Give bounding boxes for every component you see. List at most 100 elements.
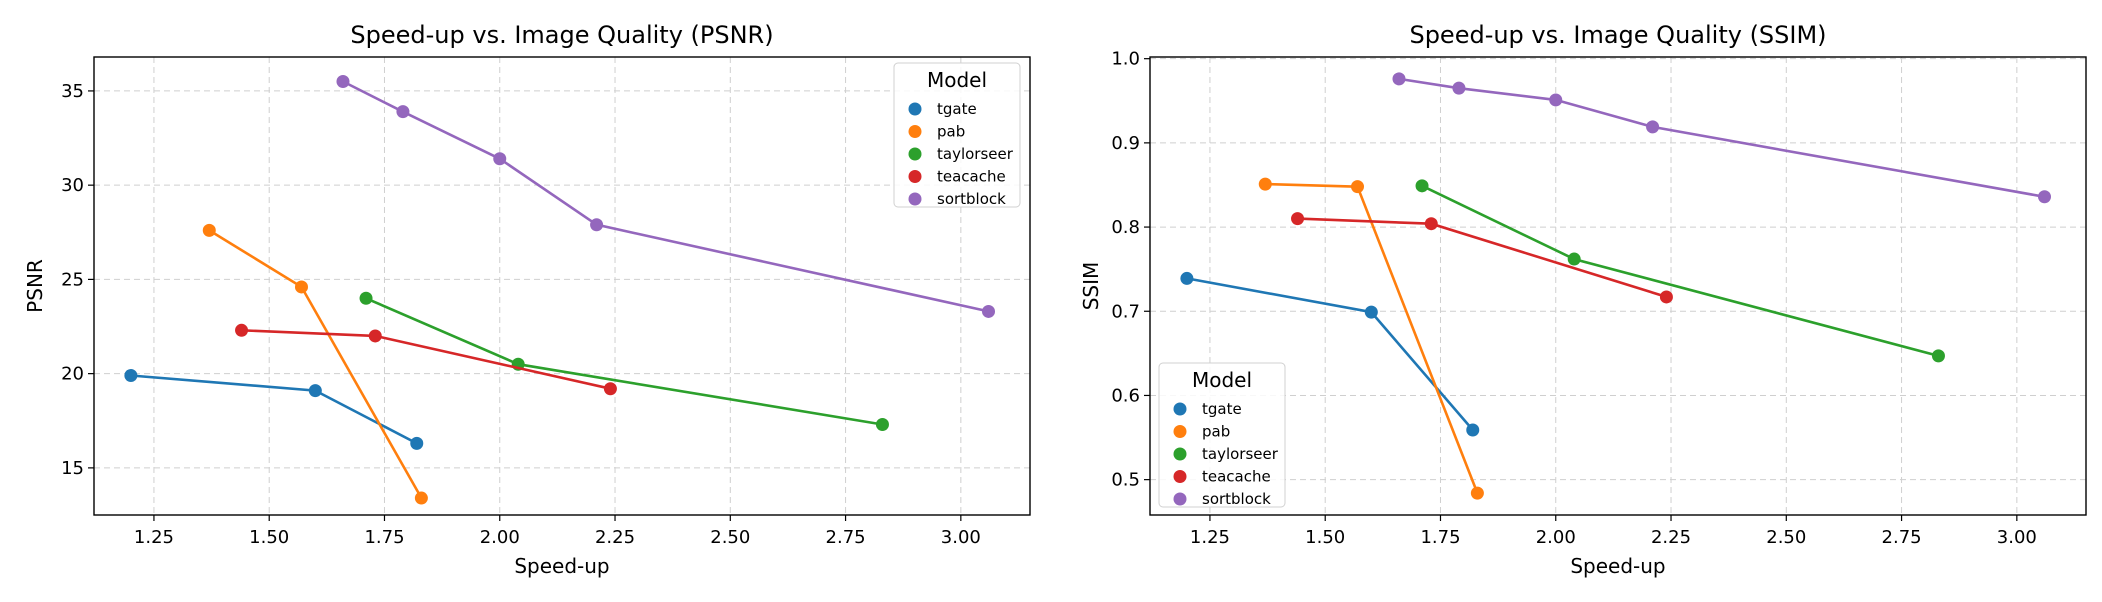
legend-label-taylorseer: taylorseer — [937, 145, 1014, 163]
legend-marker-sortblock — [908, 192, 922, 206]
legend-marker-taylorseer — [908, 147, 922, 161]
legend: Model tgate pab taylorseer teacache sortblock — [1158, 362, 1286, 508]
legend-item-pab: pab — [1173, 423, 1230, 441]
series-taylorseer — [359, 291, 889, 432]
data-point-taylorseer — [1415, 179, 1429, 193]
data-point-tgate — [1180, 271, 1194, 285]
data-point-sortblock — [1392, 72, 1406, 86]
legend-marker-tgate — [908, 102, 922, 116]
data-point-sortblock — [493, 152, 507, 166]
data-point-pab — [414, 491, 428, 505]
y-axis-label: PSNR — [23, 259, 47, 313]
legend-marker-teacache — [1173, 470, 1187, 483]
data-point-tgate — [124, 369, 138, 383]
y-tick-label: 35 — [61, 81, 84, 102]
series-sortblock — [336, 75, 996, 318]
series-line-sortblock — [1398, 77, 2045, 199]
x-tick-label: 2.50 — [710, 527, 750, 548]
y-axis-label: SSIM — [1079, 262, 1103, 311]
plot-frame — [93, 56, 1031, 516]
legend-label-sortblock: sortblock — [1202, 490, 1271, 508]
x-tick-label: 2.00 — [480, 527, 520, 548]
x-tick-label: 2.75 — [826, 527, 866, 548]
x-tick-label: 1.25 — [1190, 527, 1230, 548]
legend-label-teacache: teacache — [937, 168, 1006, 186]
legend-label-pab: pab — [937, 123, 965, 141]
y-tick-label: 25 — [61, 269, 84, 290]
x-axis-label: Speed-up — [514, 554, 609, 578]
legend-label-tgate: tgate — [1202, 400, 1242, 418]
data-point-sortblock — [1549, 93, 1563, 107]
data-point-sortblock — [590, 218, 604, 232]
y-tick-label: 1.0 — [1111, 49, 1140, 70]
data-point-pab — [202, 223, 216, 237]
data-point-tgate — [1466, 423, 1480, 437]
series-line-taylorseer — [1421, 184, 1939, 358]
legend-marker-taylorseer — [1173, 447, 1187, 461]
data-point-teacache — [603, 382, 617, 396]
x-tick-label: 1.50 — [1305, 527, 1345, 548]
chart-title: Speed-up vs. Image Quality (PSNR) — [350, 21, 773, 49]
y-tick-label: 0.5 — [1111, 470, 1140, 491]
grid — [94, 57, 1030, 515]
data-point-tgate — [308, 384, 322, 398]
series-line-pab — [1265, 182, 1479, 494]
legend-marker-tgate — [1173, 402, 1187, 416]
series-sortblock — [1392, 72, 2052, 204]
data-point-pab — [1350, 180, 1364, 194]
x-tick-label: 1.75 — [364, 527, 404, 548]
data-point-teacache — [1659, 290, 1673, 304]
legend-item-sortblock: sortblock — [908, 190, 1006, 208]
series-pab — [202, 223, 428, 505]
legend-item-sortblock: sortblock — [1173, 490, 1271, 508]
series-line-tgate — [130, 374, 418, 445]
legend-item-pab: pab — [908, 123, 965, 141]
y-tick-label: 15 — [61, 458, 84, 479]
x-tick-label: 1.50 — [249, 527, 289, 548]
x-tick-label: 2.50 — [1766, 527, 1806, 548]
data-point-sortblock — [396, 105, 410, 119]
data-point-sortblock — [982, 304, 996, 318]
legend-box — [1158, 362, 1286, 508]
data-point-taylorseer — [1931, 349, 1945, 363]
series-line-sortblock — [342, 80, 989, 313]
series-line-pab — [208, 229, 423, 499]
data-point-teacache — [1291, 212, 1305, 226]
legend: Model tgate pab taylorseer teacache sortblock — [893, 62, 1021, 208]
legend-label-teacache: teacache — [1202, 468, 1271, 486]
y-tick-label: 0.7 — [1111, 301, 1140, 322]
legend-marker-pab — [908, 125, 922, 138]
legend-marker-teacache — [908, 170, 922, 183]
legend-item-tgate: tgate — [908, 100, 977, 118]
y-tick-label: 0.6 — [1111, 385, 1140, 406]
data-point-tgate — [1364, 305, 1378, 319]
data-point-teacache — [235, 323, 249, 337]
plot-frame — [1149, 56, 2087, 516]
x-axis-label: Speed-up — [1570, 554, 1665, 578]
data-point-tgate — [410, 436, 424, 450]
legend-title: Model — [1192, 368, 1252, 392]
series-teacache — [235, 323, 617, 396]
legend-box — [893, 62, 1021, 208]
x-tick-label: 3.00 — [941, 527, 981, 548]
data-point-taylorseer — [1567, 252, 1581, 266]
x-tick-label: 2.00 — [1536, 527, 1576, 548]
data-point-pab — [1470, 486, 1484, 500]
x-tick-label: 1.25 — [134, 527, 174, 548]
data-point-pab — [294, 280, 308, 294]
series-tgate — [124, 369, 424, 450]
x-tick-label: 3.00 — [1997, 527, 2037, 548]
y-tick-label: 0.8 — [1111, 217, 1140, 238]
y-tick-label: 0.9 — [1111, 133, 1140, 154]
grid — [1150, 57, 2086, 515]
chart-panel-ssim: 1.25 1.50 1.75 2.00 2.25 2.50 2.75 3.00 0.5 0.6 0.… — [1079, 21, 2087, 578]
x-tick-label: 1.75 — [1420, 527, 1460, 548]
chart-title: Speed-up vs. Image Quality (SSIM) — [1409, 21, 1826, 49]
x-tick-label: 2.25 — [595, 527, 635, 548]
data-point-pab — [1258, 177, 1272, 191]
legend-item-teacache: teacache — [1173, 468, 1271, 486]
data-point-sortblock — [2038, 190, 2052, 204]
data-point-taylorseer — [359, 291, 373, 305]
series-teacache — [1291, 212, 1673, 304]
data-point-sortblock — [1646, 120, 1660, 134]
